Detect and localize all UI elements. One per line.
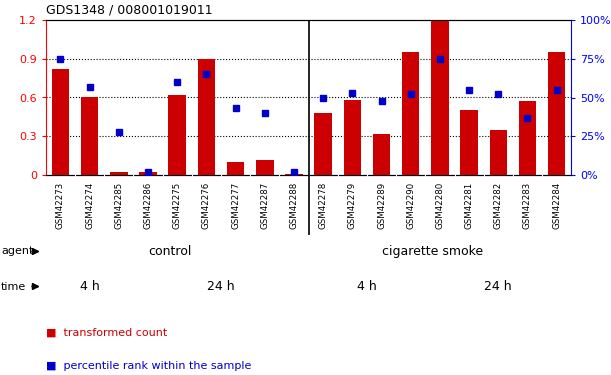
- Text: ■  percentile rank within the sample: ■ percentile rank within the sample: [46, 361, 251, 371]
- Text: GSM42280: GSM42280: [436, 182, 444, 229]
- Bar: [489, 130, 507, 175]
- Text: 24 h: 24 h: [485, 280, 512, 293]
- Bar: [169, 95, 186, 175]
- Text: GSM42273: GSM42273: [56, 182, 65, 229]
- Text: GSM42274: GSM42274: [85, 182, 94, 229]
- Bar: [402, 52, 420, 175]
- Text: GDS1348 / 008001019011: GDS1348 / 008001019011: [46, 3, 213, 16]
- Text: GSM42285: GSM42285: [114, 182, 123, 229]
- Bar: [256, 159, 274, 175]
- Bar: [548, 52, 565, 175]
- Text: GSM42284: GSM42284: [552, 182, 561, 229]
- Text: agent: agent: [1, 246, 34, 256]
- Text: 4 h: 4 h: [357, 280, 377, 293]
- Bar: [139, 172, 157, 175]
- Text: cigarette smoke: cigarette smoke: [382, 245, 483, 258]
- Bar: [81, 98, 98, 175]
- Text: GSM42289: GSM42289: [377, 182, 386, 228]
- Bar: [519, 101, 536, 175]
- Bar: [110, 172, 128, 175]
- Bar: [52, 69, 69, 175]
- Text: GSM42287: GSM42287: [260, 182, 269, 229]
- Text: GSM42281: GSM42281: [464, 182, 474, 229]
- Text: GSM42277: GSM42277: [231, 182, 240, 229]
- Text: GSM42275: GSM42275: [173, 182, 181, 229]
- Bar: [373, 134, 390, 175]
- Bar: [431, 20, 448, 175]
- Text: control: control: [148, 245, 192, 258]
- Text: GSM42290: GSM42290: [406, 182, 415, 228]
- Text: GSM42278: GSM42278: [319, 182, 327, 229]
- Text: GSM42286: GSM42286: [144, 182, 153, 229]
- Text: GSM42283: GSM42283: [523, 182, 532, 229]
- Bar: [285, 174, 302, 175]
- Text: ■  transformed count: ■ transformed count: [46, 327, 167, 338]
- Text: GSM42279: GSM42279: [348, 182, 357, 228]
- Bar: [460, 110, 478, 175]
- Text: time: time: [1, 282, 26, 291]
- Text: 4 h: 4 h: [80, 280, 100, 293]
- Bar: [227, 162, 244, 175]
- Bar: [197, 59, 215, 175]
- Text: 24 h: 24 h: [207, 280, 235, 293]
- Bar: [315, 113, 332, 175]
- Text: GSM42276: GSM42276: [202, 182, 211, 229]
- Text: GSM42282: GSM42282: [494, 182, 503, 229]
- Bar: [343, 100, 361, 175]
- Text: GSM42288: GSM42288: [290, 182, 298, 229]
